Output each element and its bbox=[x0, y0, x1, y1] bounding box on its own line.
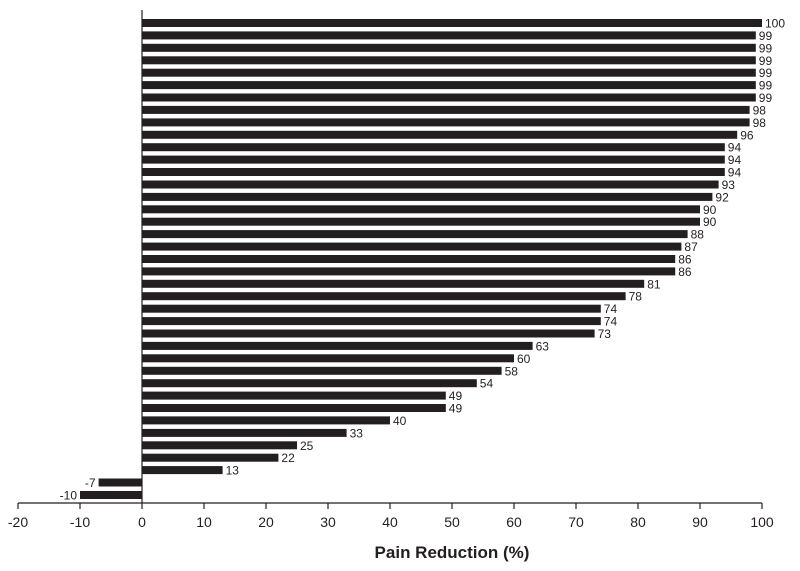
bar bbox=[142, 267, 676, 276]
x-axis-title: Pain Reduction (%) bbox=[375, 543, 530, 562]
bar-value-label: 94 bbox=[728, 153, 742, 167]
bar bbox=[142, 341, 533, 350]
bar-value-label: 94 bbox=[728, 166, 742, 180]
x-tick-label: 10 bbox=[196, 514, 212, 530]
bar-value-label: 99 bbox=[759, 41, 773, 55]
bars-group bbox=[80, 19, 762, 499]
bar-value-label: 22 bbox=[281, 451, 295, 465]
bar bbox=[142, 143, 725, 152]
bar-value-label: 33 bbox=[350, 426, 364, 440]
bar bbox=[142, 428, 347, 437]
bar-value-label: 99 bbox=[759, 91, 773, 105]
x-tick-label: 100 bbox=[750, 514, 774, 530]
bar-value-label: 99 bbox=[759, 29, 773, 43]
bar bbox=[142, 31, 756, 40]
bar-value-label: 88 bbox=[691, 228, 705, 242]
x-tick-label: 60 bbox=[506, 514, 522, 530]
value-labels-group: 1009999999999999898969494949392909088878… bbox=[60, 17, 786, 503]
x-ticks-group: -20 -10 0 10 20 30 40 50 60 70 80 90 100 bbox=[8, 503, 774, 530]
bar bbox=[142, 105, 750, 114]
bar-value-label: 86 bbox=[678, 253, 692, 267]
bar-value-label: 94 bbox=[728, 141, 742, 155]
bar-value-label: 98 bbox=[753, 116, 767, 130]
bar bbox=[142, 43, 756, 52]
x-tick-label: 90 bbox=[692, 514, 708, 530]
bar bbox=[142, 354, 514, 363]
bar bbox=[142, 56, 756, 65]
bar-value-label: 54 bbox=[480, 377, 494, 391]
bar bbox=[142, 366, 502, 375]
bar bbox=[142, 205, 700, 214]
x-tick-label: 80 bbox=[630, 514, 646, 530]
bar bbox=[142, 93, 756, 102]
bar-value-label: 92 bbox=[715, 190, 729, 204]
bar bbox=[98, 478, 142, 487]
bar bbox=[142, 255, 676, 263]
bar bbox=[142, 242, 682, 251]
bar bbox=[142, 391, 446, 400]
bar-value-label: 49 bbox=[449, 389, 463, 403]
x-tick-label: 30 bbox=[320, 514, 336, 530]
x-tick-label: -20 bbox=[8, 514, 28, 530]
bar bbox=[142, 441, 297, 450]
bar bbox=[142, 230, 688, 239]
bar-value-label: -10 bbox=[60, 489, 78, 503]
bar-value-label: 40 bbox=[393, 414, 407, 428]
bar-value-label: 98 bbox=[753, 103, 767, 117]
x-tick-label: 20 bbox=[258, 514, 274, 530]
bar-value-label: 99 bbox=[759, 66, 773, 80]
x-tick-label: 50 bbox=[444, 514, 460, 530]
bar-value-label: 96 bbox=[740, 128, 754, 142]
bar-value-label: 90 bbox=[703, 203, 717, 217]
bar bbox=[142, 317, 601, 326]
bar-value-label: 99 bbox=[759, 54, 773, 68]
bar bbox=[142, 217, 700, 226]
bar-value-label: 13 bbox=[226, 464, 240, 478]
x-tick-label: 0 bbox=[138, 514, 146, 530]
bar bbox=[142, 379, 477, 388]
bar-value-label: 60 bbox=[517, 352, 531, 366]
bar bbox=[142, 404, 446, 412]
bar bbox=[142, 155, 725, 164]
x-tick-label: 70 bbox=[568, 514, 584, 530]
bar-value-label: 93 bbox=[722, 178, 736, 192]
bar-value-label: 78 bbox=[629, 290, 643, 304]
bar bbox=[142, 168, 725, 176]
bar-value-label: 87 bbox=[684, 240, 698, 254]
x-tick-label: 40 bbox=[382, 514, 398, 530]
bar bbox=[142, 279, 645, 288]
bar bbox=[142, 329, 595, 338]
bar-value-label: 100 bbox=[765, 17, 785, 31]
bar-value-label: 74 bbox=[604, 302, 618, 316]
bar-value-label: 86 bbox=[678, 265, 692, 279]
bar bbox=[80, 491, 142, 499]
bar bbox=[142, 118, 750, 127]
bar-value-label: 99 bbox=[759, 79, 773, 93]
bar bbox=[142, 292, 626, 301]
bar-value-label: 49 bbox=[449, 402, 463, 416]
bar bbox=[142, 416, 390, 425]
bar bbox=[142, 130, 738, 139]
x-tick-label: -10 bbox=[70, 514, 90, 530]
bar bbox=[142, 19, 762, 27]
bar bbox=[142, 192, 713, 201]
bar bbox=[142, 81, 756, 90]
bar bbox=[142, 466, 223, 475]
bar-value-label: 81 bbox=[647, 277, 661, 291]
bar-value-label: 73 bbox=[598, 327, 612, 341]
bar-value-label: 58 bbox=[505, 364, 519, 378]
bar-value-label: -7 bbox=[85, 476, 96, 490]
bar bbox=[142, 304, 601, 313]
bar-value-label: 90 bbox=[703, 215, 717, 229]
bar bbox=[142, 180, 719, 189]
bar bbox=[142, 453, 279, 462]
bar-value-label: 74 bbox=[604, 315, 618, 329]
bar bbox=[142, 68, 756, 77]
bar-value-label: 25 bbox=[300, 439, 314, 453]
bar-value-label: 63 bbox=[536, 339, 550, 353]
